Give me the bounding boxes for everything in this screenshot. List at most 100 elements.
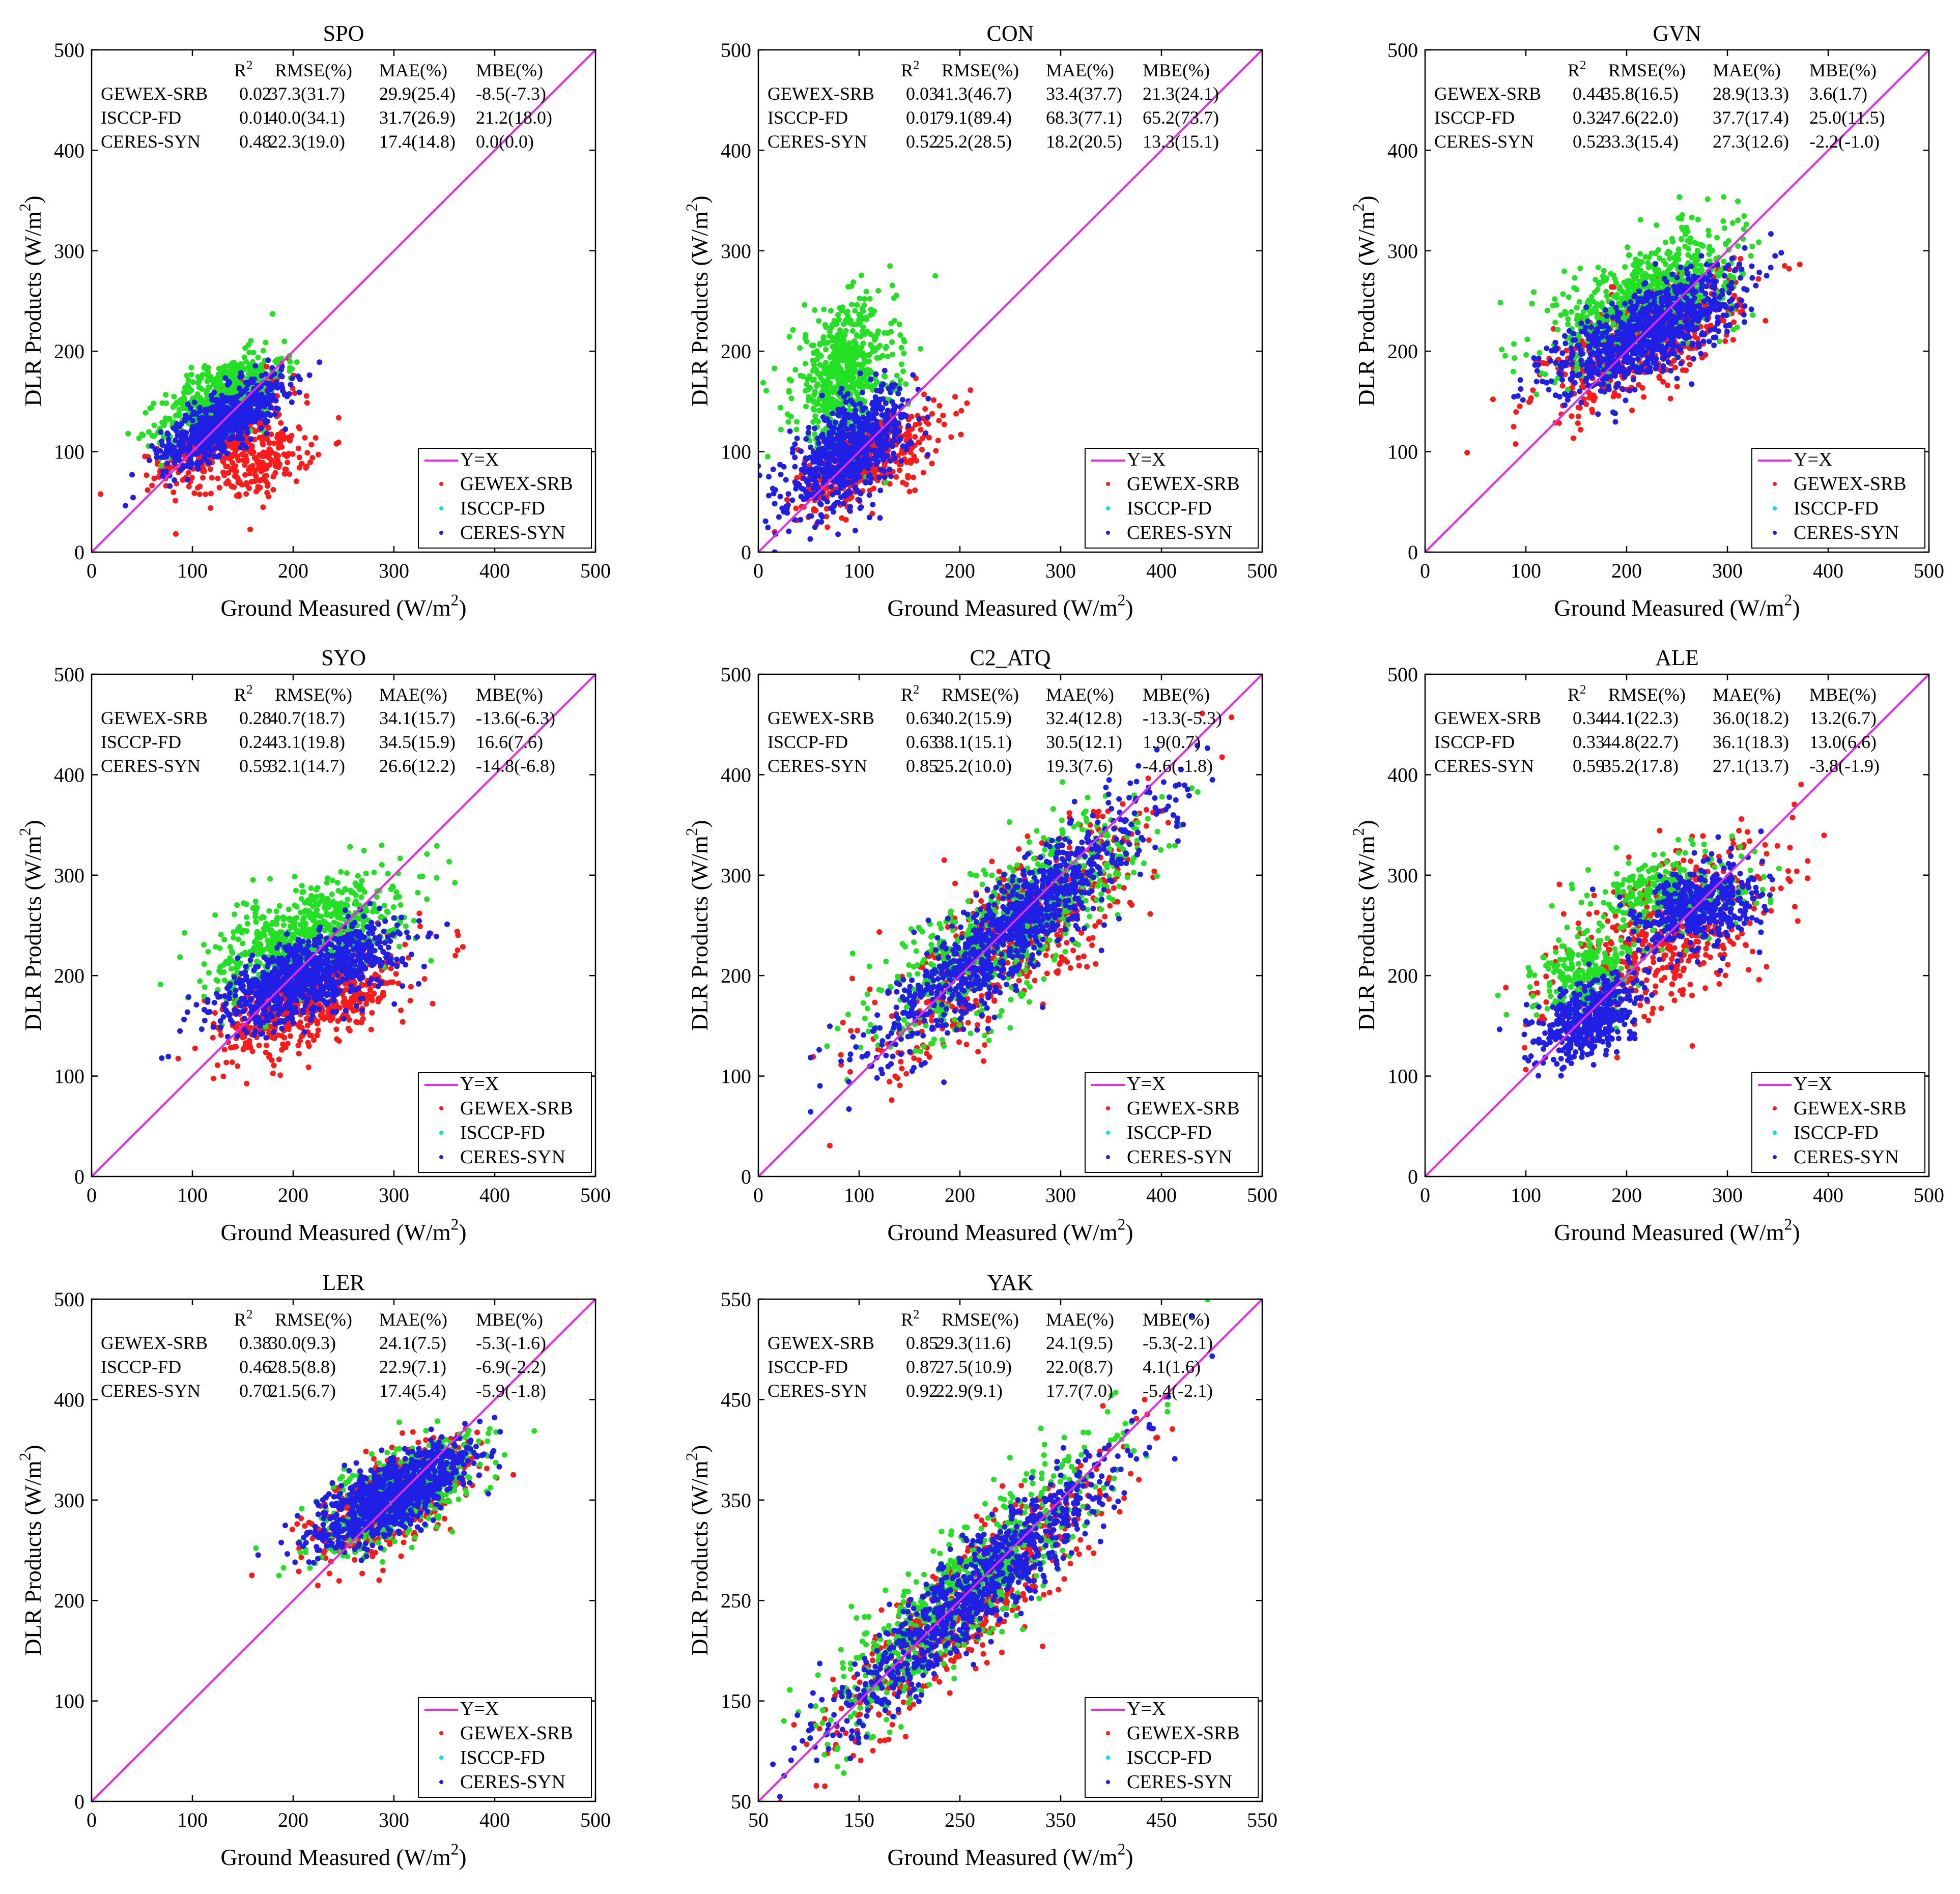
y-tick-label: 200 [54,340,84,363]
data-point [792,367,799,373]
data-point [830,492,836,498]
data-point [875,288,882,294]
data-point [846,407,852,413]
data-point [805,477,811,483]
data-point [219,392,225,398]
data-point [248,338,254,344]
data-point [1685,252,1691,258]
data-point [228,388,234,394]
data-point [905,475,911,480]
data-point [159,400,165,406]
data-point [793,486,799,492]
data-point [835,457,841,463]
data-point [296,389,302,395]
data-point [890,428,896,434]
data-point [1601,268,1607,274]
data-point [827,328,833,334]
data-point [237,429,243,436]
data-point [874,387,880,393]
data-point [818,519,825,525]
data-point [793,505,799,511]
stats-row-name: ISCCP-FD [768,107,848,128]
data-point [896,467,902,473]
data-point [804,376,810,382]
data-point [267,381,273,387]
data-point [898,361,904,367]
data-point [98,491,103,497]
scatter-panel-con: 00100100200200300300400400500500CONGroun… [683,21,1277,621]
data-point [1529,301,1535,307]
data-point [850,471,856,477]
data-point [839,340,845,346]
data-point [304,463,310,469]
data-point [130,495,136,501]
data-point [781,464,787,470]
data-point [919,436,925,442]
data-point [842,492,848,498]
data-point [1576,299,1582,305]
legend-label: CERES-SYN [460,522,565,543]
data-point [883,417,889,423]
data-point [829,401,835,408]
data-point [213,454,219,460]
data-point [846,361,853,367]
data-point [879,412,885,418]
data-point [807,472,813,477]
data-point [181,389,187,395]
data-point [912,487,918,493]
data-point [855,361,861,367]
data-point [186,438,192,444]
data-point [196,491,203,497]
data-point [259,372,265,379]
data-point [860,407,866,413]
data-point [252,468,258,474]
data-point [850,423,856,429]
data-point [850,359,856,365]
data-point [1625,244,1630,250]
data-point [244,430,250,436]
data-point [253,390,260,396]
stats-header-rmse: RMSE(%) [275,60,352,80]
panel-title: CON [987,21,1034,46]
data-point [245,381,251,387]
data-point [268,386,274,392]
data-point [806,424,812,431]
data-point [905,428,912,435]
data-point [179,421,185,427]
data-point [1741,213,1747,219]
data-point [853,343,859,349]
data-point [845,373,851,379]
data-point [241,354,247,360]
data-point [863,289,869,295]
data-point [812,507,818,513]
data-point [841,415,847,421]
data-point [834,344,839,350]
data-point [871,485,877,492]
data-point [171,455,177,461]
stats-header-mae: MAE(%) [1046,60,1114,80]
data-point [798,516,804,523]
data-point [286,450,292,456]
data-point [177,412,183,418]
data-point [265,481,271,487]
data-point [1575,364,1581,370]
data-point [265,357,271,363]
data-point [1705,196,1711,202]
data-point [160,468,166,474]
data-point [792,441,798,447]
data-point [197,431,203,436]
data-point [792,454,798,461]
data-point [866,411,872,417]
data-point [194,393,200,399]
data-point [788,395,794,401]
data-point [887,458,893,464]
data-point [166,416,173,422]
data-point [1595,264,1601,270]
stats-r2-value: 0.01 [906,107,938,128]
data-point [823,513,830,520]
data-point [894,372,900,379]
data-point [783,477,789,483]
data-point [1561,268,1567,274]
data-point [849,328,856,334]
data-point [1637,278,1643,284]
